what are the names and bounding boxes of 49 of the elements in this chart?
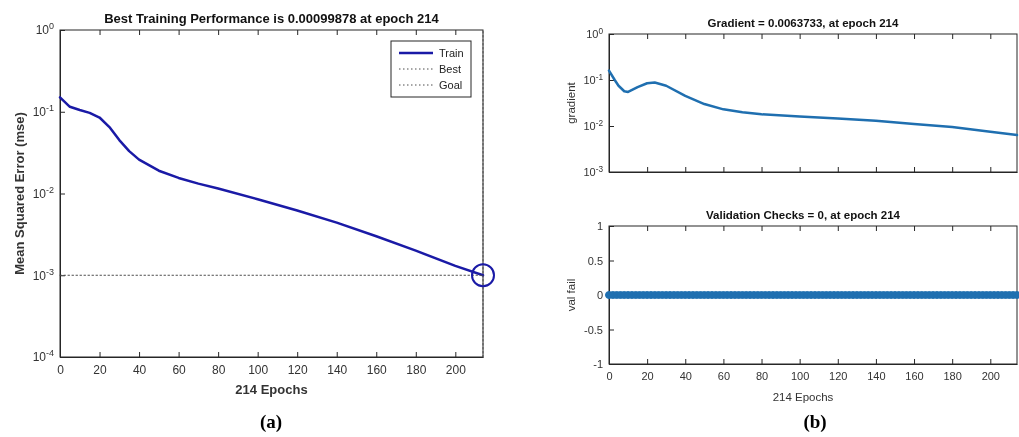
y-tick-label: 10$^{-2}$ — [583, 118, 604, 133]
x-tick-label: 100 — [248, 362, 269, 377]
x-tick-label: 200 — [445, 362, 467, 377]
y-tick-label: 10$^{-4}$ — [32, 348, 54, 365]
x-tick-label: 40 — [679, 369, 692, 382]
x-tick-label: 80 — [211, 362, 226, 377]
x-tick-label: 20 — [641, 369, 654, 382]
x-tick-label: 180 — [943, 369, 962, 382]
chart-title: Gradient = 0.0063733, at epoch 214 — [707, 17, 900, 29]
y-tick-label: 10$^{-1}$ — [583, 72, 604, 87]
x-tick-label: 80 — [755, 369, 769, 382]
text: (a) — [259, 411, 283, 433]
y-tick-label: -0.5 — [584, 323, 603, 336]
chart-title: Best Training Performance is 0.00099878 at epoch 214 — [104, 11, 440, 26]
chart-title: Validation Checks = 0, at epoch 214 — [706, 209, 901, 221]
y-tick-label: 10$^{-3}$ — [32, 266, 54, 283]
legend-label: Best — [439, 63, 462, 75]
y-axis-title: gradient — [565, 81, 577, 124]
legend-label: Goal — [439, 79, 463, 91]
x-tick-label: 180 — [406, 362, 427, 377]
y-tick-label: -1 — [593, 358, 603, 371]
x-tick-label: 200 — [981, 369, 1000, 382]
x-tick-label: 40 — [132, 362, 147, 377]
y-tick-label: 10$^{-3}$ — [583, 164, 604, 179]
x-tick-label: 100 — [790, 369, 810, 382]
x-tick-label: 60 — [172, 362, 187, 377]
y-tick-label: 10$^{-2}$ — [32, 184, 54, 201]
x-tick-label: 20 — [93, 362, 108, 377]
x-axis-title: 214 Epochs — [235, 382, 308, 397]
y-tick-label: 10$^{0}$ — [35, 21, 54, 38]
x-tick-label: 120 — [287, 362, 309, 377]
y-tick-label: 1 — [596, 220, 603, 233]
y-tick-label: 0 — [596, 289, 603, 302]
y-axis-title: val fail — [565, 278, 577, 312]
y-tick-label: 10$^{-1}$ — [32, 103, 54, 120]
x-tick-label: 0 — [57, 362, 65, 377]
x-tick-label: 0 — [606, 369, 613, 382]
legend-label: Train — [439, 47, 464, 59]
x-tick-label: 160 — [905, 369, 924, 382]
x-tick-label: 140 — [867, 369, 886, 382]
x-tick-label: 60 — [717, 369, 731, 382]
x-tick-label: 160 — [366, 362, 388, 377]
x-axis-title: 214 Epochs — [772, 391, 834, 403]
x-tick-label: 120 — [829, 369, 848, 382]
text: (b) — [803, 411, 827, 433]
y-axis-title: Mean Squared Error (mse) — [12, 112, 27, 275]
x-tick-label: 140 — [327, 362, 348, 377]
y-tick-label: 10$^{0}$ — [586, 26, 604, 41]
y-tick-label: 0.5 — [587, 254, 603, 267]
